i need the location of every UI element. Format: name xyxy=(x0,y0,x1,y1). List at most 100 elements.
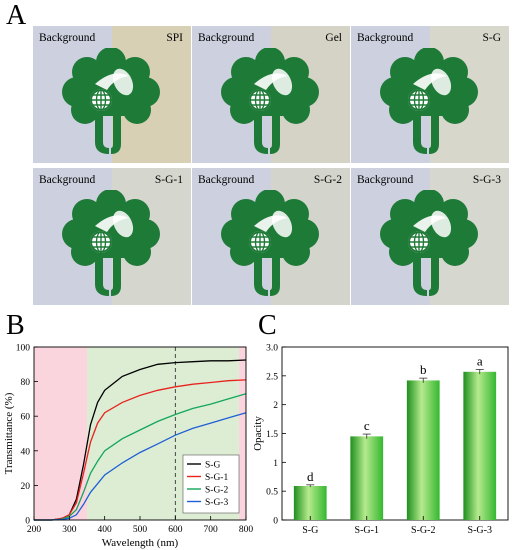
film-label: S-G xyxy=(482,32,501,44)
y-tick-label: 1.5 xyxy=(266,430,278,440)
logo-trunk-right xyxy=(429,250,439,296)
significance-letter: b xyxy=(420,362,427,377)
y-axis-label: Transmittance (%) xyxy=(3,392,15,474)
logo-swirl xyxy=(254,215,288,232)
y-tick-label: 2 xyxy=(273,401,278,411)
bar xyxy=(350,436,384,520)
logo-trunk-right xyxy=(111,250,121,296)
x-tick-label: S-G-2 xyxy=(411,525,435,536)
background-label: Background xyxy=(357,174,414,186)
logo-trunk-left xyxy=(254,114,268,154)
logo-swirl xyxy=(413,215,447,232)
transmittance-chart: 200 300 400 500 600 700 800 0 20 40 60 80 100 Wavelen… xyxy=(3,344,253,550)
film-label: S-G-3 xyxy=(472,174,501,186)
logo-globe-grid xyxy=(409,90,429,110)
y-axis-label: Opacity xyxy=(252,416,264,451)
logo-trunk-right xyxy=(270,108,280,154)
photo-tile: Background S-G-3 xyxy=(351,168,509,305)
y-tick-label: 2.5 xyxy=(266,372,278,382)
logo-trunk-right xyxy=(270,250,280,296)
shaded-region xyxy=(238,347,246,520)
film-label: S-G-2 xyxy=(313,174,342,186)
logo-swirl xyxy=(254,73,288,90)
photo-tile: Background S-G-2 xyxy=(192,168,350,305)
university-logo xyxy=(62,190,160,296)
logo-trunk-left xyxy=(413,256,427,296)
significance-letter: c xyxy=(364,418,370,433)
logo-globe-meridian xyxy=(254,89,266,111)
logo-globe-meridian xyxy=(95,89,107,111)
film-label: Gel xyxy=(325,32,342,44)
series-line xyxy=(34,393,247,521)
logo-globe-grid xyxy=(409,232,429,252)
x-axis-label: Wavelength (nm) xyxy=(102,537,179,549)
logo-trunk-right xyxy=(429,108,439,154)
x-tick-label: S-G-3 xyxy=(468,525,492,536)
logo-globe-grid xyxy=(91,90,111,110)
logo-globe-grid xyxy=(250,90,270,110)
background-label: Background xyxy=(39,174,96,186)
y-tick-label: 20 xyxy=(21,482,31,492)
x-tick-label: 800 xyxy=(239,525,254,535)
x-tick-label: 400 xyxy=(98,525,113,535)
background-label: Background xyxy=(39,32,96,44)
x-tick-label: 300 xyxy=(62,525,77,535)
panel-letter-c: C xyxy=(258,310,277,341)
y-tick-label: 40 xyxy=(21,447,31,457)
panel-letter-a: A xyxy=(6,0,27,31)
film-label: SPI xyxy=(166,32,183,44)
logo-swirl xyxy=(413,73,447,90)
logo-trunk-left xyxy=(95,256,109,296)
background-label: Background xyxy=(198,174,255,186)
x-tick-label: 600 xyxy=(168,525,183,535)
logo-trunk-left xyxy=(95,114,109,154)
y-tick-label: 0 xyxy=(273,517,278,527)
film-label: S-G-1 xyxy=(154,174,183,186)
logo-globe-grid xyxy=(91,232,111,252)
bar xyxy=(463,371,497,520)
background-label: Background xyxy=(357,32,414,44)
significance-letter: d xyxy=(307,469,314,484)
university-logo xyxy=(62,48,160,154)
y-tick-label: 0 xyxy=(25,517,30,527)
panel-letter-b: B xyxy=(6,310,25,341)
opacity-chart: 0 0.5 1 1.5 2 2.5 3.0 Opacity d S-G c S-G-1 b S-G-2 a S… xyxy=(252,344,509,536)
university-logo xyxy=(380,190,478,296)
series-line xyxy=(34,412,247,521)
university-logo xyxy=(221,48,319,154)
university-logo xyxy=(380,48,478,154)
photo-grid: Background SPI Background Gel Background… xyxy=(33,26,510,306)
x-tick-label: 700 xyxy=(204,525,219,535)
y-tick-label: 100 xyxy=(16,344,31,354)
background-label: Background xyxy=(198,32,255,44)
x-tick-label: S-G xyxy=(302,525,318,536)
series-line xyxy=(34,379,247,521)
legend-label: S-G-2 xyxy=(205,486,228,496)
y-tick-label: 60 xyxy=(21,413,31,423)
photo-tile: Background S-G xyxy=(351,26,509,163)
legend-label: S-G-3 xyxy=(205,498,228,508)
logo-trunk-left xyxy=(254,256,268,296)
x-tick-label: 500 xyxy=(133,525,148,535)
logo-globe-meridian xyxy=(95,231,107,253)
legend-label: S-G-1 xyxy=(205,473,228,483)
y-tick-label: 80 xyxy=(21,378,31,388)
logo-swirl xyxy=(95,215,129,232)
logo-globe-grid xyxy=(250,232,270,252)
university-logo xyxy=(221,190,319,296)
logo-globe-meridian xyxy=(254,231,266,253)
photo-tile: Background S-G-1 xyxy=(33,168,191,305)
logo-trunk-left xyxy=(413,114,427,154)
significance-letter: a xyxy=(477,353,483,368)
logo-globe-meridian xyxy=(413,89,425,111)
y-tick-label: 0.5 xyxy=(266,488,278,498)
x-tick-label: S-G-1 xyxy=(355,525,379,536)
logo-swirl xyxy=(95,73,129,90)
logo-globe-meridian xyxy=(413,231,425,253)
y-tick-label: 3.0 xyxy=(266,344,278,354)
bar xyxy=(293,485,327,520)
y-tick-label: 1 xyxy=(273,459,278,469)
photo-tile: Background SPI xyxy=(33,26,191,163)
logo-trunk-right xyxy=(111,108,121,154)
x-tick-label: 200 xyxy=(27,525,42,535)
